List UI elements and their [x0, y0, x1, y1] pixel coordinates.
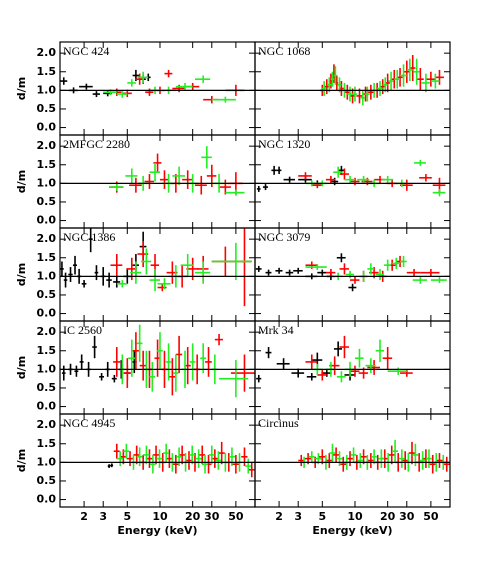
- y-tick-label: 0.5: [37, 474, 57, 487]
- x-tick-label: 5: [318, 510, 326, 523]
- y-tick-label: 1.5: [37, 344, 57, 357]
- y-tick-label: 0.0: [37, 493, 57, 506]
- plot-area: [255, 55, 450, 106]
- y-tick-label: 0.5: [37, 195, 57, 208]
- x-axis-label: Energy (keV): [117, 524, 197, 537]
- panel-title: NGC 1320: [258, 137, 310, 151]
- x-tick-label: 20: [380, 510, 396, 523]
- y-tick-label: 1.5: [37, 437, 57, 450]
- y-axis-label: d/m: [15, 263, 28, 286]
- y-tick-label: 1.0: [37, 269, 57, 282]
- y-tick-label: 0.5: [37, 288, 57, 301]
- plot-area: [255, 440, 450, 474]
- y-tick-label: 2.0: [37, 325, 57, 338]
- plot-area: [60, 228, 255, 307]
- plot-area: [255, 253, 450, 292]
- y-axis-label: d/m: [15, 449, 28, 472]
- x-tick-label: 2: [275, 510, 283, 523]
- panel-title: NGC 1068: [258, 44, 310, 58]
- panel-title: Mrk 34: [258, 323, 294, 337]
- plot-area: [60, 69, 255, 104]
- panel-title: NGC 3079: [258, 230, 310, 244]
- y-tick-label: 0.0: [37, 121, 57, 134]
- y-tick-label: 0.5: [37, 102, 57, 115]
- y-tick-label: 1.0: [37, 176, 57, 189]
- y-tick-label: 1.0: [37, 362, 57, 375]
- x-tick-label: 20: [185, 510, 201, 523]
- y-axis-label: d/m: [15, 77, 28, 100]
- x-axis-label: Energy (keV): [312, 524, 392, 537]
- y-tick-label: 2.0: [37, 139, 57, 152]
- panel-title: NGC 424: [63, 44, 109, 58]
- y-tick-label: 1.5: [37, 65, 57, 78]
- x-tick-label: 10: [347, 510, 363, 523]
- panel-title: 2MFGC 2280: [63, 137, 130, 151]
- x-tick-label: 10: [152, 510, 168, 523]
- y-axis-label: d/m: [15, 170, 28, 193]
- x-tick-label: 50: [423, 510, 439, 523]
- y-tick-label: 0.5: [37, 381, 57, 394]
- x-tick-label: 5: [123, 510, 131, 523]
- x-tick-label: 3: [99, 510, 107, 523]
- plot-area: [255, 159, 450, 197]
- plot-area: [60, 146, 255, 196]
- y-tick-label: 1.0: [37, 455, 57, 468]
- y-tick-label: 2.0: [37, 418, 57, 431]
- panel-title: IC 2560: [63, 323, 102, 337]
- x-tick-label: 50: [228, 510, 244, 523]
- panel-frame: [254, 413, 451, 508]
- x-tick-label: 30: [399, 510, 415, 523]
- x-tick-label: 2: [80, 510, 88, 523]
- plot-area: [60, 324, 255, 398]
- y-tick-label: 1.5: [37, 158, 57, 171]
- panel-title: Circinus: [258, 416, 299, 430]
- y-tick-label: 0.0: [37, 307, 57, 320]
- y-tick-label: 2.0: [37, 232, 57, 245]
- plot-area: [255, 335, 450, 383]
- x-tick-label: 3: [294, 510, 302, 523]
- y-tick-label: 1.5: [37, 251, 57, 264]
- y-axis-label: d/m: [15, 356, 28, 379]
- y-tick-label: 1.0: [37, 83, 57, 96]
- y-tick-label: 2.0: [37, 46, 57, 59]
- y-tick-label: 0.0: [37, 214, 57, 227]
- y-tick-label: 0.0: [37, 400, 57, 413]
- panel-title: NGC 4945: [63, 416, 115, 430]
- panel-title: NGC 1386: [63, 230, 115, 244]
- plot-area: [60, 441, 255, 478]
- x-tick-label: 30: [204, 510, 220, 523]
